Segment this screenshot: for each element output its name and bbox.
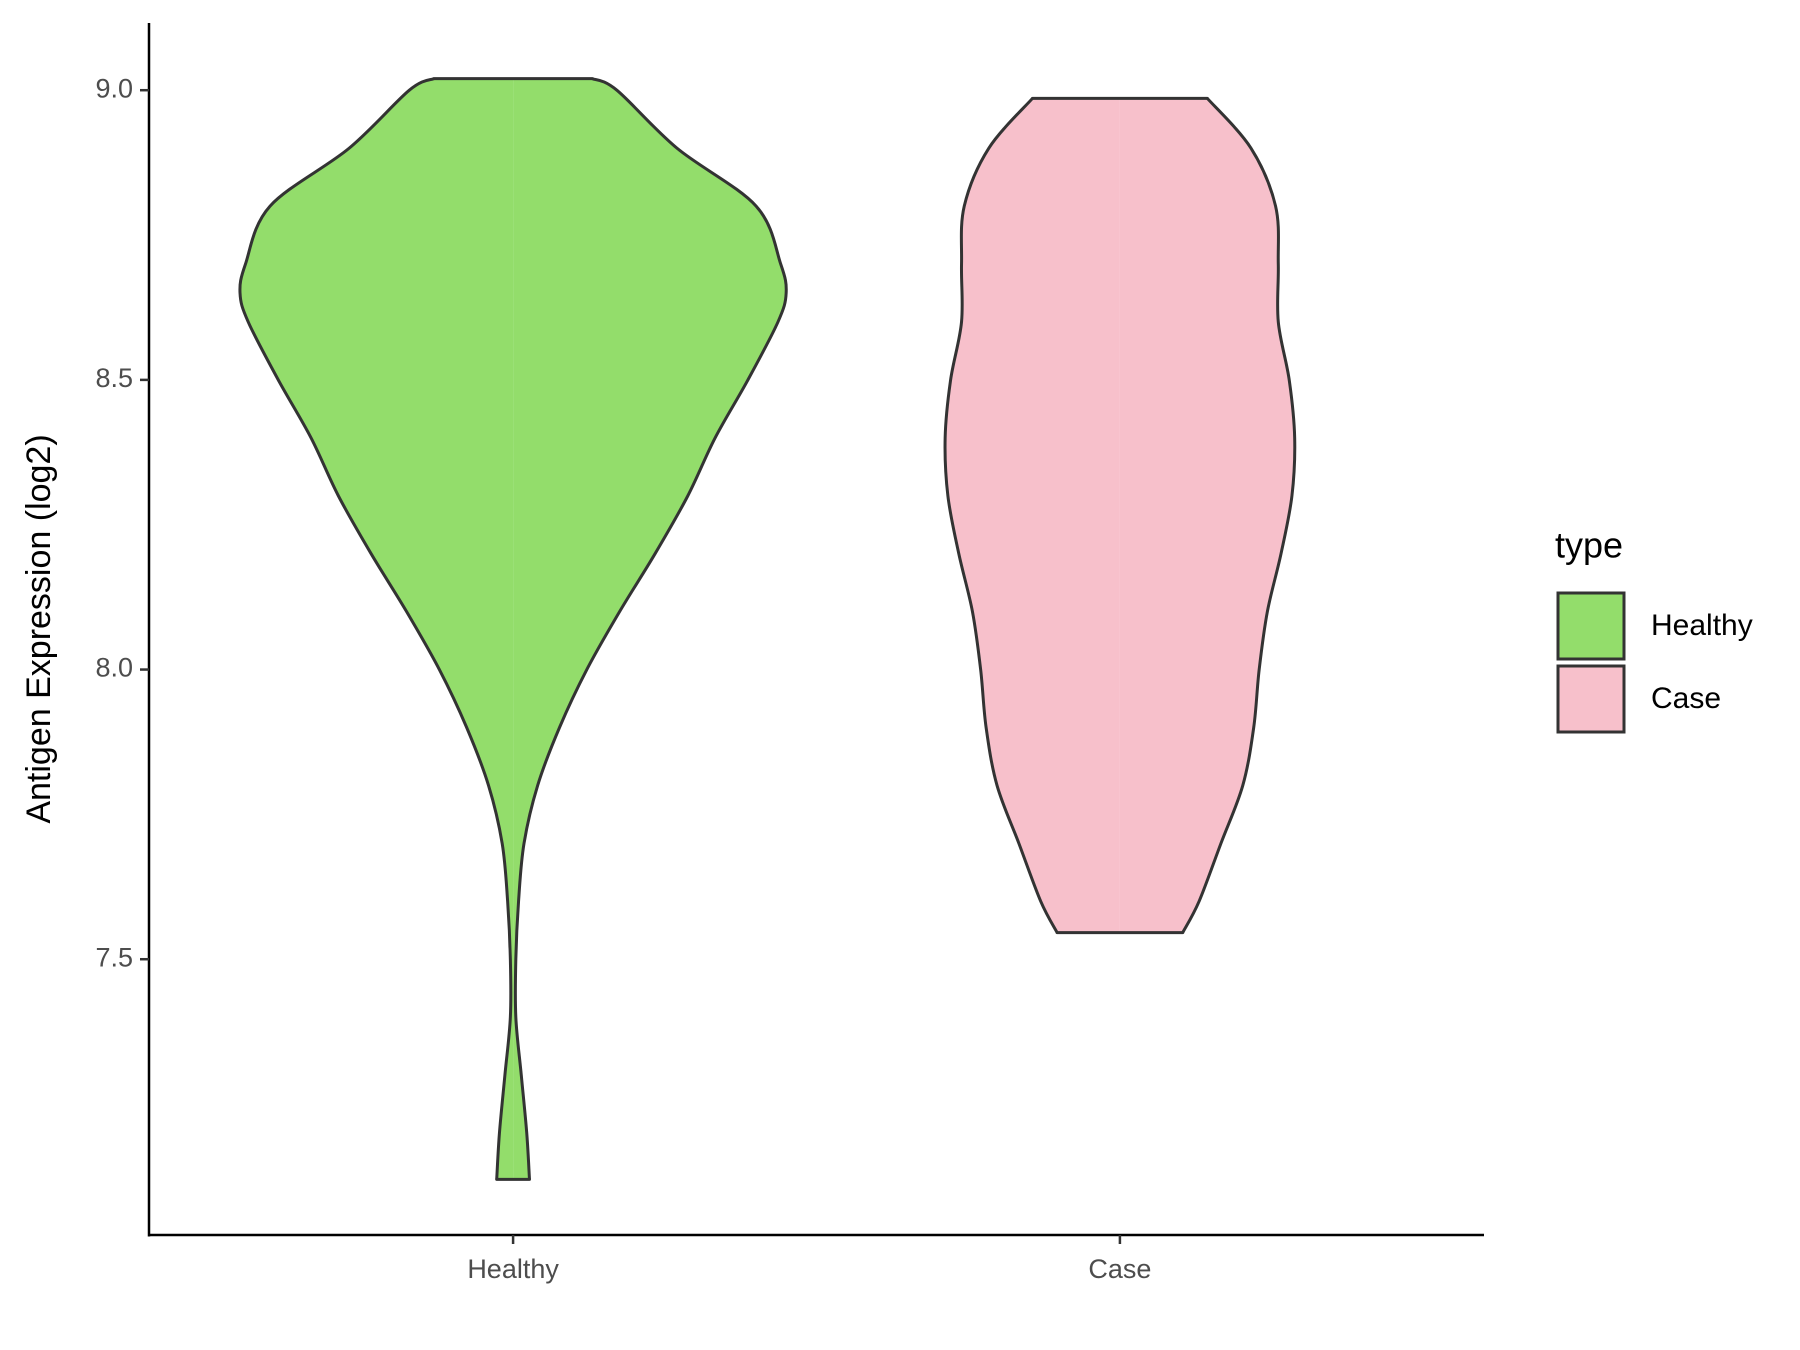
legend-label: Case: [1651, 682, 1721, 715]
y-tick-label: 9.0: [95, 73, 133, 103]
legend-key: [1556, 664, 1626, 734]
violin-fill: [513, 78, 787, 1180]
violin-fill: [945, 98, 1120, 933]
violin-outline: [1181, 97, 1297, 934]
y-tick-label: 7.5: [95, 942, 133, 972]
y-tick-label: 8.5: [95, 363, 133, 393]
x-tick-label: Case: [1088, 1254, 1151, 1284]
violin-fill: [239, 78, 514, 1180]
violin-outline: [513, 77, 788, 1180]
y-axis-title: Antigen Expression (log2): [20, 434, 58, 823]
x-tick-label: Healthy: [467, 1254, 559, 1284]
legend-key: [1556, 591, 1626, 661]
y-tick-label: 8.0: [95, 653, 133, 683]
legend-title: type: [1555, 525, 1623, 566]
violin-outline: [943, 97, 1059, 934]
violin-fill: [1119, 98, 1295, 933]
legend-label: Healthy: [1651, 609, 1753, 642]
violin-outline: [238, 77, 513, 1180]
